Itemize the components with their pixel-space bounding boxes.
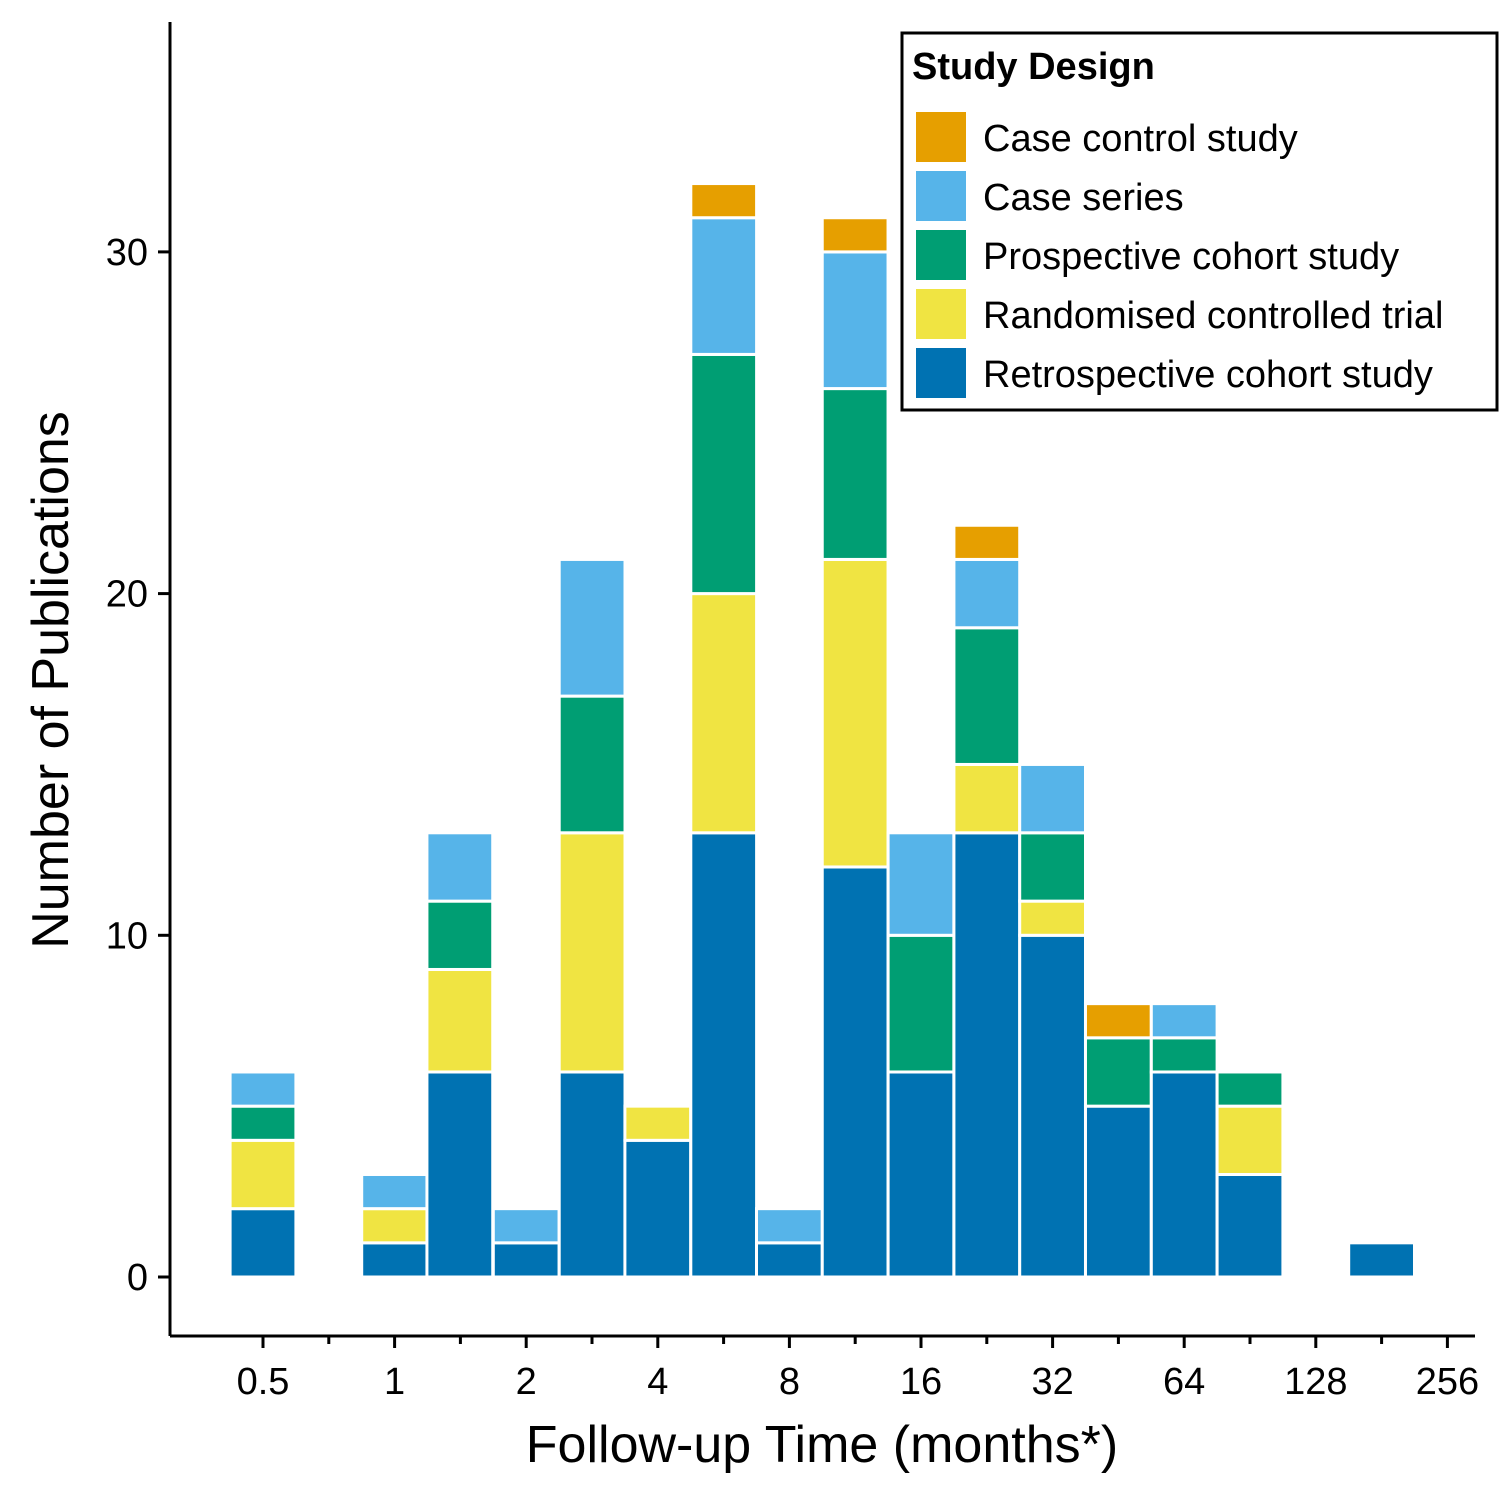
bar-segment-retrospective-cohort-study — [886, 1070, 956, 1279]
bar-segment-randomised-controlled-trial — [689, 592, 759, 835]
bar-segment-prospective-cohort-study — [689, 352, 759, 596]
x-axis-title: Follow-up Time (months*) — [526, 1416, 1118, 1474]
axes-layer: 0 10 20 30 0.5 1 2 4 8 16 32 64 128 256 — [106, 22, 1479, 1403]
bar-segment-retrospective-cohort-study — [491, 1241, 561, 1279]
bar-segment-retrospective-cohort-study — [689, 831, 759, 1279]
legend: Study Design Case control study Case seri… — [900, 31, 1499, 412]
bar-segment-prospective-cohort-study — [1149, 1036, 1219, 1074]
bar-segment-case-series — [557, 557, 627, 698]
bar-segment-randomised-controlled-trial — [820, 557, 890, 869]
legend-label-case-control-study: Case control study — [983, 118, 1298, 160]
x-tick-label: 128 — [1284, 1361, 1347, 1403]
legend-items: Case control study Case series Prospective… — [916, 112, 1443, 398]
legend-title: Study Design — [912, 46, 1155, 88]
bar-segment-case-series — [425, 831, 495, 903]
legend-swatch-case-control-study — [916, 112, 966, 162]
x-tick-label: 32 — [1031, 1361, 1073, 1403]
bar-segment-retrospective-cohort-study — [1215, 1172, 1285, 1279]
y-tick-label: 30 — [106, 232, 148, 274]
bar-segment-case-series — [689, 216, 759, 356]
bar-segment-retrospective-cohort-study — [360, 1241, 430, 1279]
bar-segment-case-control-study — [952, 523, 1022, 561]
bar-segment-prospective-cohort-study — [1083, 1036, 1153, 1108]
x-tick-label: 256 — [1416, 1361, 1479, 1403]
bar-segment-randomised-controlled-trial — [1215, 1104, 1285, 1176]
bar-segment-prospective-cohort-study — [557, 694, 627, 835]
bar-segment-retrospective-cohort-study — [1083, 1104, 1153, 1279]
x-tick-label: 16 — [900, 1361, 942, 1403]
y-axis-title: Number of Publications — [22, 411, 80, 949]
bar-segment-retrospective-cohort-study — [228, 1207, 298, 1279]
bar-segment-randomised-controlled-trial — [952, 762, 1022, 835]
y-tick-label: 0 — [127, 1257, 148, 1299]
legend-label-retrospective-cohort-study: Retrospective cohort study — [983, 354, 1433, 396]
legend-label-case-series: Case series — [983, 177, 1184, 219]
bars-layer — [228, 182, 1417, 1279]
bar-segment-retrospective-cohort-study — [425, 1070, 495, 1279]
bar-segment-case-series — [360, 1172, 430, 1211]
x-tick-label: 1 — [384, 1361, 405, 1403]
bar-segment-case-series — [952, 557, 1022, 630]
bar-segment-prospective-cohort-study — [228, 1104, 298, 1142]
bar-segment-case-control-study — [1083, 1002, 1153, 1040]
x-tick-label: 0.5 — [237, 1361, 290, 1403]
bar-segment-randomised-controlled-trial — [623, 1104, 693, 1142]
x-tick-label: 4 — [647, 1361, 668, 1403]
bar-segment-case-series — [1149, 1002, 1219, 1040]
legend-label-randomised-controlled-trial: Randomised controlled trial — [983, 295, 1443, 337]
bar-segment-case-series — [491, 1207, 561, 1245]
legend-swatch-retrospective-cohort-study — [916, 348, 966, 398]
bar-segment-case-series — [886, 831, 956, 937]
bar-segment-retrospective-cohort-study — [1149, 1070, 1219, 1279]
bar-segment-prospective-cohort-study — [1215, 1070, 1285, 1108]
bar-segment-case-series — [820, 250, 890, 391]
bar-segment-retrospective-cohort-study — [755, 1241, 824, 1279]
bar-segment-retrospective-cohort-study — [557, 1070, 627, 1279]
bar-segment-case-control-study — [689, 182, 759, 220]
bar-segment-case-series — [1018, 762, 1088, 835]
legend-label-prospective-cohort-study: Prospective cohort study — [983, 236, 1399, 278]
legend-swatch-prospective-cohort-study — [916, 230, 966, 280]
bar-segment-randomised-controlled-trial — [360, 1207, 430, 1245]
y-tick-label: 20 — [106, 574, 148, 616]
bar-segment-randomised-controlled-trial — [557, 831, 627, 1074]
x-tick-label: 64 — [1163, 1361, 1205, 1403]
x-tick-label: 2 — [516, 1361, 537, 1403]
bar-segment-retrospective-cohort-study — [623, 1138, 693, 1279]
bar-segment-retrospective-cohort-study — [1018, 933, 1088, 1279]
bar-segment-retrospective-cohort-study — [1347, 1241, 1417, 1279]
x-tick-label: 8 — [779, 1361, 800, 1403]
bar-segment-prospective-cohort-study — [820, 387, 890, 561]
bar-segment-case-series — [228, 1070, 298, 1108]
bar-segment-prospective-cohort-study — [425, 899, 495, 971]
legend-box — [900, 31, 1499, 412]
bar-segment-prospective-cohort-study — [1018, 831, 1088, 903]
bar-segment-prospective-cohort-study — [952, 626, 1022, 766]
bar-segment-case-series — [755, 1207, 824, 1245]
bar-segment-prospective-cohort-study — [886, 933, 956, 1074]
bar-segment-randomised-controlled-trial — [228, 1138, 298, 1211]
bar-segment-randomised-controlled-trial — [1018, 899, 1088, 937]
bar-segment-case-control-study — [820, 216, 890, 254]
bar-segment-randomised-controlled-trial — [425, 967, 495, 1074]
bar-segment-retrospective-cohort-study — [952, 831, 1022, 1279]
legend-swatch-randomised-controlled-trial — [916, 289, 966, 339]
y-tick-label: 10 — [106, 915, 148, 957]
legend-swatch-case-series — [916, 171, 966, 221]
bar-segment-retrospective-cohort-study — [820, 865, 890, 1279]
